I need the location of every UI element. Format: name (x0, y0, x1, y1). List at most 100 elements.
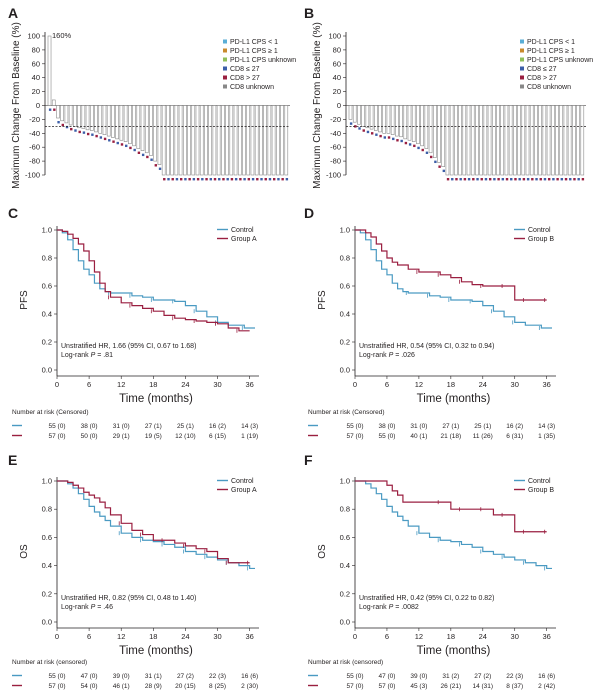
waterfall-bar (373, 105, 378, 131)
logrank-text: Log-rank P = .026 (359, 352, 415, 359)
biomarker-marker (451, 178, 454, 181)
waterfall-bar (437, 105, 441, 163)
risk-cell: 21 (18) (441, 433, 462, 440)
y-tick-label: 0 (337, 101, 341, 110)
biomarker-marker (171, 178, 174, 181)
risk-cell: 20 (15) (175, 683, 196, 690)
risk-table-title: Number at risk (censored) (308, 659, 383, 666)
waterfall-bar (263, 105, 267, 176)
biomarker-marker (446, 178, 450, 181)
x-tick-label: 18 (149, 380, 157, 389)
risk-cell: 57 (0) (49, 433, 66, 440)
waterfall-bar (369, 105, 374, 130)
waterfall-bar (51, 99, 56, 106)
waterfall-bar (479, 105, 483, 176)
biomarker-marker (129, 146, 132, 150)
waterfall-bar (195, 105, 200, 176)
panel-label-c: C (8, 205, 18, 221)
risk-cell: 27 (2) (474, 673, 491, 680)
logrank-text: Log-rank P = .81 (61, 352, 113, 359)
biomarker-marker (573, 178, 576, 181)
risk-cell: 25 (1) (474, 423, 491, 430)
biomarker-marker (518, 178, 521, 181)
x-tick-label: 24 (479, 380, 487, 389)
biomarker-marker (213, 178, 217, 181)
biomarker-marker (234, 178, 238, 181)
km-curve-group (57, 229, 250, 332)
biomarker-marker (459, 178, 462, 181)
risk-cell: 31 (0) (410, 423, 427, 430)
y-tick-label: 0.6 (340, 282, 350, 291)
waterfall-bar (174, 105, 179, 176)
waterfall-bar (399, 105, 403, 138)
biomarker-marker (95, 134, 98, 138)
waterfall-bar (102, 105, 107, 135)
y-tick-label: 100 (328, 32, 341, 41)
waterfall-bar (178, 105, 183, 176)
legend-swatch (520, 84, 524, 89)
waterfall-bar (508, 105, 513, 176)
waterfall-bar (416, 105, 420, 145)
y-tick-label: 0.8 (340, 254, 350, 263)
waterfall-bar (390, 105, 395, 135)
biomarker-marker (404, 141, 408, 145)
waterfall-bar (550, 105, 555, 176)
biomarker-marker (264, 178, 267, 181)
biomarker-marker (392, 137, 395, 141)
biomarker-marker (251, 178, 255, 181)
biomarker-marker (408, 143, 412, 146)
legend-item: PD-L1 CPS ≥ 1 (230, 48, 278, 55)
legend-swatch (520, 66, 524, 71)
y-tick-label: 0.8 (42, 254, 52, 263)
risk-cell: 57 (0) (347, 683, 364, 690)
biomarker-marker (163, 178, 166, 181)
waterfall-bar (576, 105, 580, 176)
waterfall-bar (559, 105, 564, 176)
x-tick-label: 18 (149, 632, 157, 641)
risk-cell: 14 (3) (241, 423, 258, 430)
risk-cell: 6 (15) (209, 433, 226, 440)
y-tick-label: 0.6 (340, 533, 350, 542)
biomarker-marker (226, 178, 229, 181)
waterfall-bar (496, 105, 500, 176)
risk-cell: 38 (0) (81, 423, 98, 430)
y-tick-label: 0.0 (42, 618, 52, 627)
waterfall-bar (191, 105, 196, 176)
waterfall-bar (119, 105, 124, 141)
waterfall-bar (395, 105, 399, 137)
x-tick-label: 30 (213, 380, 221, 389)
waterfall-bar (475, 105, 479, 176)
y-axis-label: Maximum Change From Baseline (%) (11, 22, 22, 189)
risk-cell: 29 (1) (113, 433, 130, 440)
legend-swatch (223, 48, 227, 53)
biomarker-marker (57, 121, 60, 124)
waterfall-bar (111, 105, 115, 138)
x-tick-label: 12 (415, 380, 423, 389)
risk-cell: 47 (0) (378, 673, 395, 680)
biomarker-marker (387, 136, 391, 139)
biomarker-marker (120, 143, 124, 146)
biomarker-marker (268, 178, 272, 181)
waterfall-bar (73, 105, 77, 127)
legend-item: Control (528, 227, 551, 234)
waterfall-bar (403, 105, 408, 140)
biomarker-marker (146, 155, 149, 159)
risk-cell: 55 (0) (49, 673, 66, 680)
biomarker-marker (167, 178, 170, 181)
y-tick-label: 40 (32, 73, 40, 82)
waterfall-bar (521, 105, 526, 176)
biomarker-marker (417, 146, 420, 150)
risk-cell: 50 (0) (81, 433, 98, 440)
waterfall-bar (542, 105, 547, 176)
risk-cell: 25 (1) (177, 423, 194, 430)
waterfall-bar (161, 105, 166, 176)
biomarker-marker (400, 139, 403, 143)
panel-label-d: D (304, 205, 314, 221)
biomarker-marker (383, 136, 387, 139)
waterfall-bar (483, 105, 488, 176)
waterfall-bar (567, 105, 572, 176)
x-tick-label: 36 (245, 632, 253, 641)
logrank-p-symbol: P (91, 604, 96, 611)
biomarker-marker (61, 123, 64, 127)
